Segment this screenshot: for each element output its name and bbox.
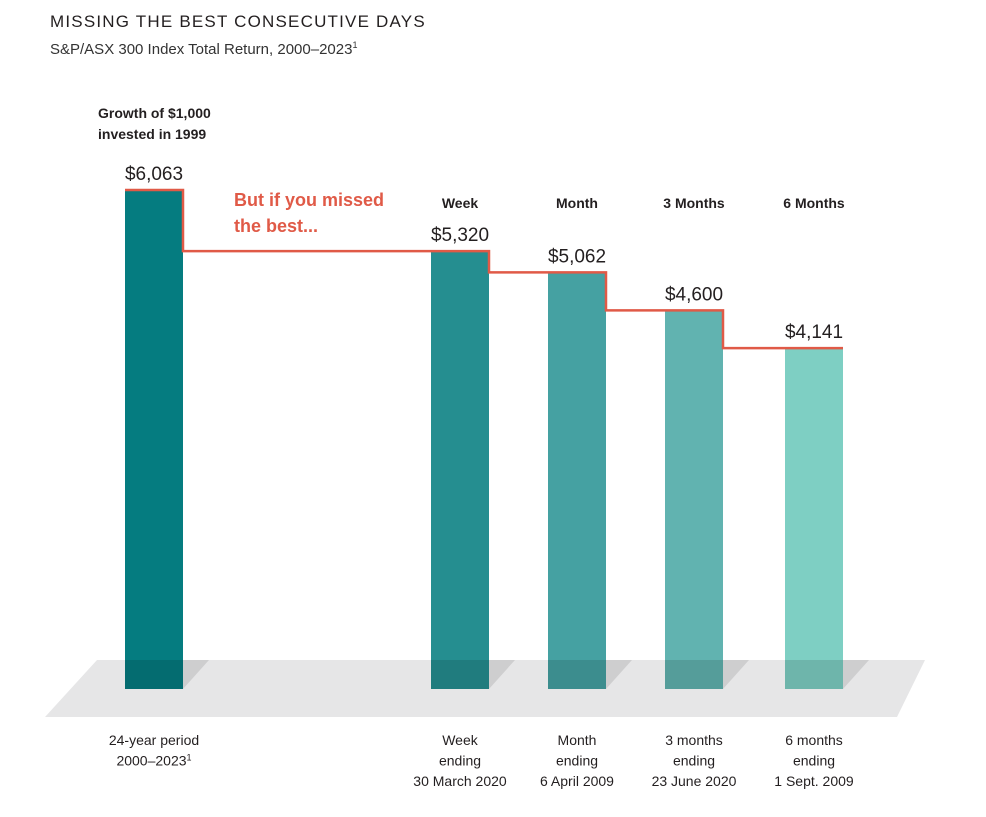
bar-floor-shadow-0 xyxy=(125,660,209,689)
bar-0 xyxy=(125,190,183,689)
chart-subtitle: S&P/ASX 300 Index Total Return, 2000–202… xyxy=(50,40,357,58)
x-label-1-line2: 30 March 2020 xyxy=(413,773,507,789)
top-label-2: Month xyxy=(556,195,598,211)
bar-floor-shadow-3 xyxy=(665,660,749,689)
value-label-3: $4,600 xyxy=(665,284,723,305)
value-label-1: $5,320 xyxy=(431,225,489,246)
x-label-4-line0: 6 months xyxy=(785,732,843,748)
x-label-4-line2: 1 Sept. 2009 xyxy=(774,773,854,789)
value-label-4: $4,141 xyxy=(785,322,843,343)
x-label-0-line0: 24-year period xyxy=(109,732,199,748)
step-line xyxy=(125,188,843,350)
annotation-line1: But if you missed xyxy=(234,190,384,210)
bar-base-shade-2 xyxy=(548,660,606,689)
x-label-2-line1: ending xyxy=(556,753,598,769)
bar-floor-shadow-1 xyxy=(431,660,515,689)
value-label-2: $5,062 xyxy=(548,246,606,267)
bar-3 xyxy=(665,310,723,689)
bar-base-shade-1 xyxy=(431,660,489,689)
top-label-1: Week xyxy=(442,195,479,211)
x-label-1-line0: Week xyxy=(442,732,479,748)
x-label-3-line1: ending xyxy=(673,753,715,769)
x-label-4-line1: ending xyxy=(793,753,835,769)
x-label-0-line1: 2000–20231 xyxy=(116,753,191,769)
bar-2 xyxy=(548,272,606,689)
top-label-growth-line2: invested in 1999 xyxy=(98,126,206,142)
top-label-4: 6 Months xyxy=(783,195,845,211)
value-label-0: $6,063 xyxy=(125,164,183,185)
bar-base-shade-0 xyxy=(125,660,183,689)
bar-floor-shadow-2 xyxy=(548,660,632,689)
bar-base-shade-3 xyxy=(665,660,723,689)
x-label-2-line2: 6 April 2009 xyxy=(540,773,614,789)
top-label-growth-line1: Growth of $1,000 xyxy=(98,105,211,121)
x-label-1-line1: ending xyxy=(439,753,481,769)
subtitle-footnote: 1 xyxy=(352,40,358,50)
x-label-2-line0: Month xyxy=(558,732,597,748)
bar-1 xyxy=(431,251,489,689)
bar-floor-shadow-4 xyxy=(785,660,869,689)
bar-base-shade-4 xyxy=(785,660,843,689)
subtitle-text: S&P/ASX 300 Index Total Return, 2000–202… xyxy=(50,41,353,58)
top-label-3: 3 Months xyxy=(663,195,725,211)
annotation-line2: the best... xyxy=(234,216,318,236)
chart-title: MISSING THE BEST CONSECUTIVE DAYS xyxy=(50,12,426,31)
bar-4 xyxy=(785,348,843,689)
x-label-3-line0: 3 months xyxy=(665,732,723,748)
x-label-3-line2: 23 June 2020 xyxy=(652,773,737,789)
